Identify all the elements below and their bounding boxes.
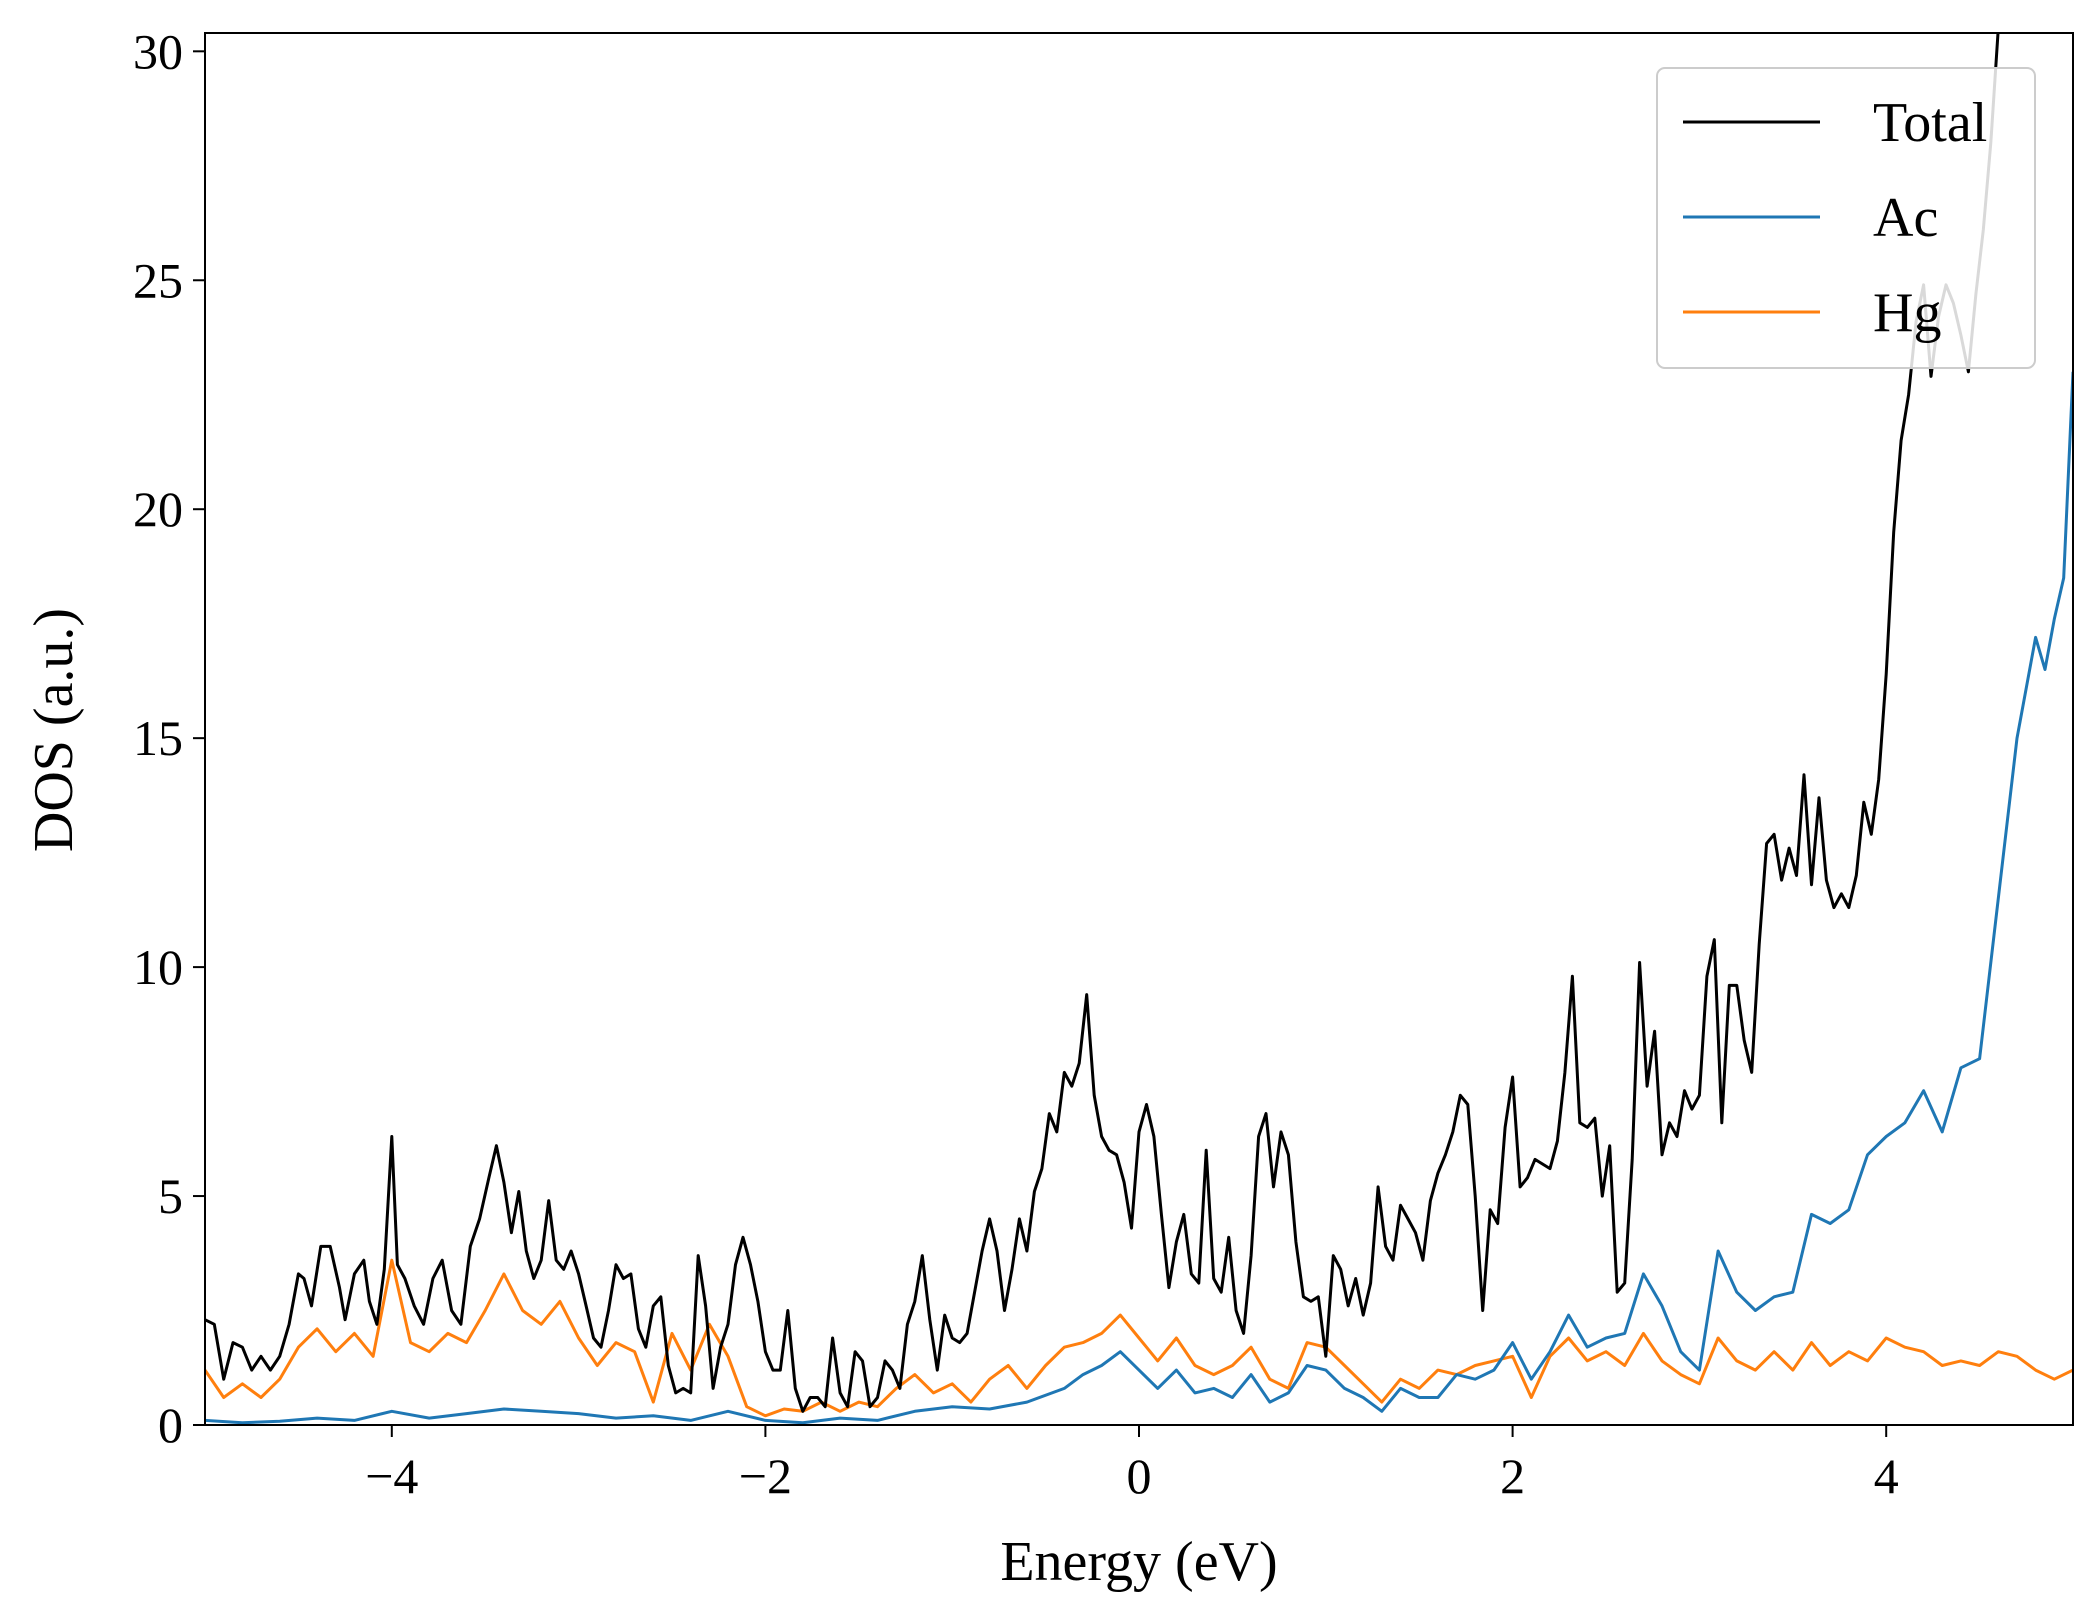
y-axis-ticks: 0 5 10 15 20 25 30	[133, 23, 205, 1453]
series-layer	[205, 33, 2073, 1425]
y-tick-label: 10	[133, 939, 183, 995]
y-tick-label: 25	[133, 252, 183, 308]
y-axis-label: DOS (a.u.)	[23, 608, 85, 852]
y-tick-label: 5	[158, 1168, 183, 1224]
y-tick-label: 15	[133, 710, 183, 766]
x-tick-label: −4	[365, 1448, 418, 1504]
series-line-total	[205, 33, 2000, 1413]
series-line-hg	[205, 1258, 2073, 1418]
x-tick-label: 4	[1874, 1448, 1899, 1504]
x-tick-label: 2	[1500, 1448, 1525, 1504]
x-tick-label: −2	[739, 1448, 792, 1504]
y-tick-label: 30	[133, 23, 183, 79]
legend-label-total: Total	[1873, 92, 1987, 154]
legend: Total Ac Hg	[1656, 67, 2036, 369]
legend-box	[1656, 67, 2036, 369]
x-axis-ticks: −4 −2 0 2 4	[365, 1425, 1899, 1504]
y-tick-label: 20	[133, 481, 183, 537]
x-axis-label: Energy (eV)	[1000, 1531, 1277, 1593]
series-line-ac	[205, 371, 2073, 1425]
legend-label-ac: Ac	[1873, 187, 1938, 249]
x-tick-label: 0	[1127, 1448, 1152, 1504]
y-tick-label: 0	[158, 1397, 183, 1453]
legend-label-hg: Hg	[1873, 282, 1941, 344]
